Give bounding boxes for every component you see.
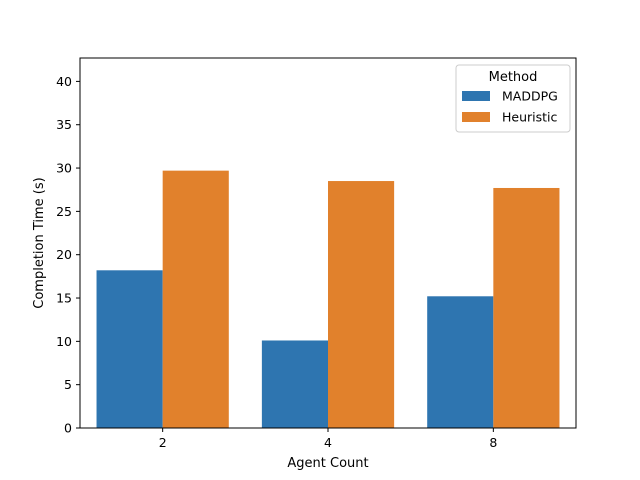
y-tick-label: 40 xyxy=(56,74,72,89)
legend-label-heuristic: Heuristic xyxy=(502,110,558,125)
y-tick-label: 25 xyxy=(56,204,72,219)
y-tick-label: 0 xyxy=(64,421,72,436)
legend-title: Method xyxy=(489,70,538,85)
x-tick-label: 4 xyxy=(324,435,332,450)
legend-swatch-heuristic xyxy=(462,112,490,122)
y-tick-label: 10 xyxy=(56,334,72,349)
bar-heuristic-4 xyxy=(328,181,395,428)
y-tick-label: 20 xyxy=(56,247,72,262)
legend-swatch-maddpg xyxy=(462,91,490,101)
legend-label-maddpg: MADDPG xyxy=(502,89,558,104)
y-tick-label: 15 xyxy=(56,291,72,306)
bar-maddpg-4 xyxy=(261,340,328,428)
bar-heuristic-8 xyxy=(493,187,560,428)
bar-heuristic-2 xyxy=(162,170,229,428)
x-axis: 2 4 8 xyxy=(159,428,497,450)
x-axis-label: Agent Count xyxy=(287,456,368,471)
legend-items: MADDPG Heuristic xyxy=(462,89,558,125)
y-tick-label: 35 xyxy=(56,117,72,132)
bar-maddpg-8 xyxy=(427,296,494,428)
bar-maddpg-2 xyxy=(96,270,163,428)
x-tick-label: 2 xyxy=(159,435,167,450)
x-tick-label: 8 xyxy=(489,435,497,450)
bars-layer xyxy=(96,170,560,428)
y-axis-label: Completion Time (s) xyxy=(32,177,47,308)
legend: Method MADDPG Heuristic xyxy=(455,64,571,133)
y-axis: 0 5 10 15 20 25 30 35 40 xyxy=(56,74,80,436)
y-tick-label: 30 xyxy=(56,161,72,176)
y-tick-label: 5 xyxy=(64,377,72,392)
